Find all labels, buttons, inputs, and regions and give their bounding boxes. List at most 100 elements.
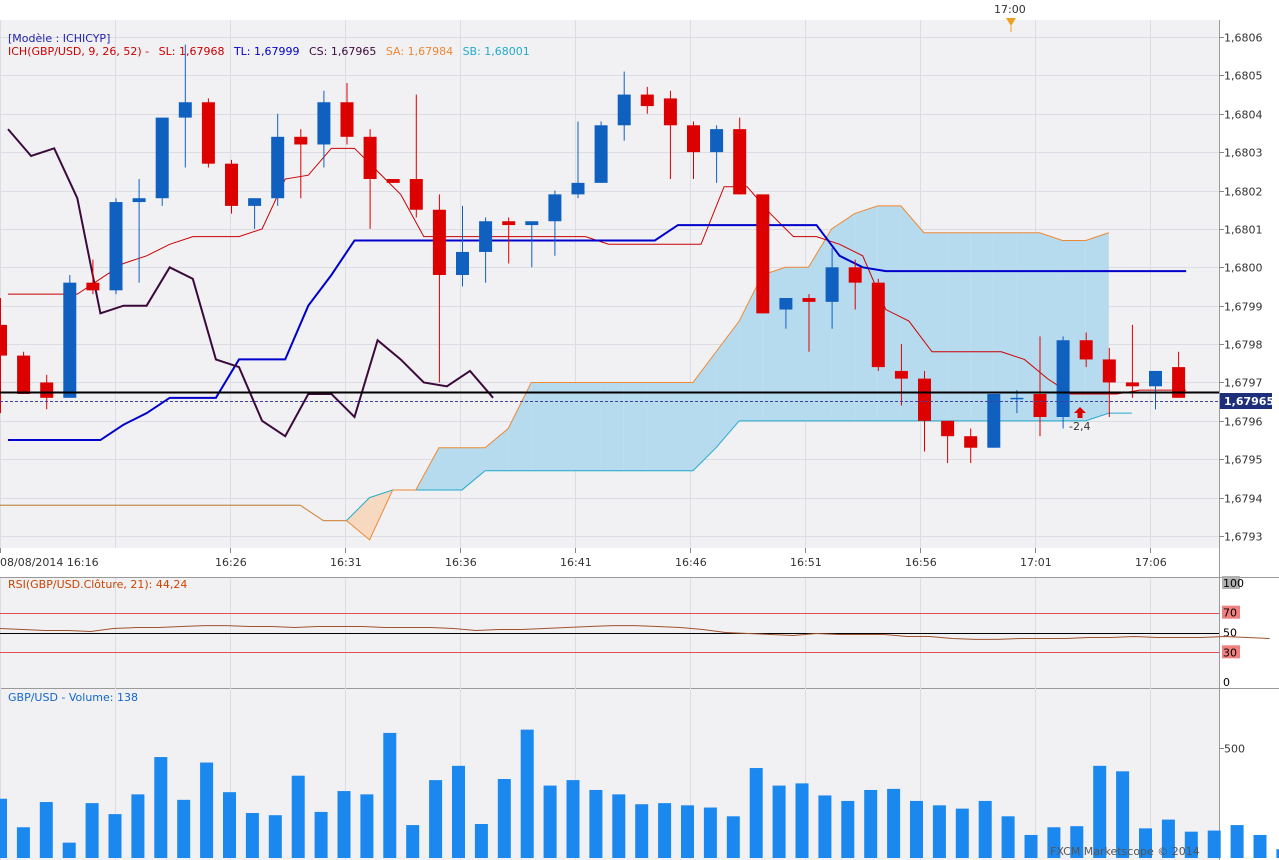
volume-bar bbox=[1116, 771, 1130, 858]
volume-bar bbox=[497, 779, 511, 858]
ichimoku-lines bbox=[7, 128, 1187, 442]
volume-bar bbox=[589, 789, 603, 858]
y-tick-label: 1,6796 bbox=[1224, 416, 1263, 429]
sb-label: SB: 1,68001 bbox=[463, 45, 530, 58]
ich-label: ICH(GBP/USD, 9, 26, 52) - bbox=[8, 45, 149, 58]
rsi-level-label: 70 bbox=[1223, 607, 1237, 620]
candle-body bbox=[1056, 340, 1070, 418]
candle-body bbox=[1172, 367, 1186, 398]
candle-body bbox=[155, 117, 169, 199]
volume-bar bbox=[703, 807, 717, 858]
cloud-segment bbox=[693, 351, 717, 471]
cloud-segment bbox=[1016, 232, 1040, 421]
volume-bar bbox=[337, 791, 351, 858]
candle-body bbox=[17, 355, 31, 394]
volume-bar bbox=[245, 813, 259, 858]
volume-bar bbox=[406, 825, 420, 858]
cloud-segment bbox=[785, 267, 809, 421]
cloud-segment bbox=[577, 382, 601, 471]
candle-body bbox=[178, 102, 192, 118]
candle-body bbox=[317, 102, 331, 145]
volume-bar bbox=[0, 798, 7, 858]
x-tick-label: 16:41 bbox=[560, 556, 592, 569]
volume-bar bbox=[795, 783, 809, 858]
price-axis: 1,6806 1,6805 1,6804 1,6803 1,6802 1,6801 1,68… bbox=[1219, 32, 1263, 544]
rsi-level-box bbox=[1222, 576, 1240, 589]
candle-body bbox=[848, 267, 862, 283]
candle-body bbox=[871, 282, 885, 368]
y-tick-label: 1,6793 bbox=[1224, 531, 1263, 544]
y-tick-label: 1,6803 bbox=[1224, 147, 1263, 160]
current-price-box[interactable] bbox=[1220, 393, 1272, 409]
volume-bar bbox=[1070, 826, 1084, 858]
cloud-segment bbox=[462, 447, 486, 490]
y-tick-label: 1,6802 bbox=[1224, 186, 1263, 199]
cloud-segment bbox=[947, 232, 971, 421]
candle-body bbox=[86, 282, 100, 291]
volume-bar bbox=[1139, 828, 1152, 858]
cloud-segment bbox=[554, 382, 578, 471]
cloud-segment bbox=[900, 205, 924, 421]
y-tick-label: 1,6801 bbox=[1224, 224, 1263, 237]
cloud-segment bbox=[485, 428, 509, 471]
sl-label: SL: 1,67968 bbox=[159, 45, 225, 58]
volume-bar bbox=[520, 729, 534, 858]
volume-bar bbox=[932, 805, 946, 858]
cloud-segment bbox=[877, 205, 901, 421]
candle-body bbox=[663, 98, 677, 126]
cs-label: CS: 1,67965 bbox=[309, 45, 376, 58]
right-axis-bg bbox=[1219, 0, 1279, 860]
candle-body bbox=[987, 393, 1001, 448]
candle-body bbox=[1079, 340, 1093, 360]
x-tick-label: 16:36 bbox=[445, 556, 477, 569]
candle-body bbox=[363, 136, 377, 180]
cloud-segment bbox=[646, 382, 670, 471]
indicator-legend: ICH(GBP/USD, 9, 26, 52) - SL: 1,67968 TL… bbox=[8, 45, 530, 58]
volume-bar bbox=[314, 811, 328, 858]
candle-body bbox=[964, 436, 978, 448]
volume-bar bbox=[177, 799, 191, 858]
volume-bar bbox=[910, 800, 923, 858]
volume-bar bbox=[62, 842, 76, 858]
x-tick-label: 16:31 bbox=[330, 556, 362, 569]
tl-label: TL: 1,67999 bbox=[233, 45, 300, 58]
rsi-legend: RSI(GBP/USD.Clôture, 21): 44,24 bbox=[8, 578, 187, 591]
senkou-a-line bbox=[0, 205, 1109, 541]
candle-body bbox=[248, 198, 262, 206]
volume-bar bbox=[681, 805, 694, 858]
volume-bar bbox=[566, 780, 580, 858]
volume-bar bbox=[1001, 816, 1015, 858]
sell-arrow-icon[interactable] bbox=[1074, 407, 1086, 418]
time-axis: 08/08/2014 16:16 16:26 16:31 16:36 16:41 16:4… bbox=[0, 548, 1167, 569]
cloud-segment bbox=[831, 213, 855, 421]
volume-bar bbox=[1184, 831, 1198, 858]
candle-body bbox=[479, 221, 493, 252]
candle-body bbox=[1010, 397, 1024, 400]
x-tick-label: 16:56 bbox=[905, 556, 937, 569]
candle-body bbox=[271, 136, 285, 199]
rsi-level-box bbox=[1222, 625, 1240, 639]
volume-bar bbox=[841, 800, 855, 858]
volume-bar bbox=[131, 794, 145, 858]
volume-bar bbox=[818, 795, 832, 858]
candle-body bbox=[617, 94, 631, 126]
volume-bar bbox=[772, 785, 786, 858]
volume-bar bbox=[1253, 834, 1267, 858]
time-marker-icon[interactable] bbox=[1006, 18, 1016, 26]
volume-bar bbox=[864, 789, 878, 858]
candle-body bbox=[640, 94, 654, 107]
cloud-segment bbox=[346, 497, 370, 540]
volume-bar bbox=[383, 732, 397, 858]
volume-bar bbox=[16, 827, 30, 858]
vol-tick-label: 500 bbox=[1224, 743, 1245, 756]
candle-body bbox=[502, 221, 516, 226]
x-tick-label: 17:01 bbox=[1020, 556, 1052, 569]
volume-bar bbox=[200, 762, 214, 858]
volume-bar bbox=[291, 775, 305, 858]
y-tick-label: 1,6795 bbox=[1224, 454, 1263, 467]
current-price-label: 1,67965 bbox=[1224, 395, 1274, 408]
y-tick-label: 1,6805 bbox=[1224, 70, 1263, 83]
candle-body bbox=[710, 129, 724, 153]
candle-body bbox=[756, 194, 770, 314]
cloud-segment bbox=[993, 232, 1017, 421]
